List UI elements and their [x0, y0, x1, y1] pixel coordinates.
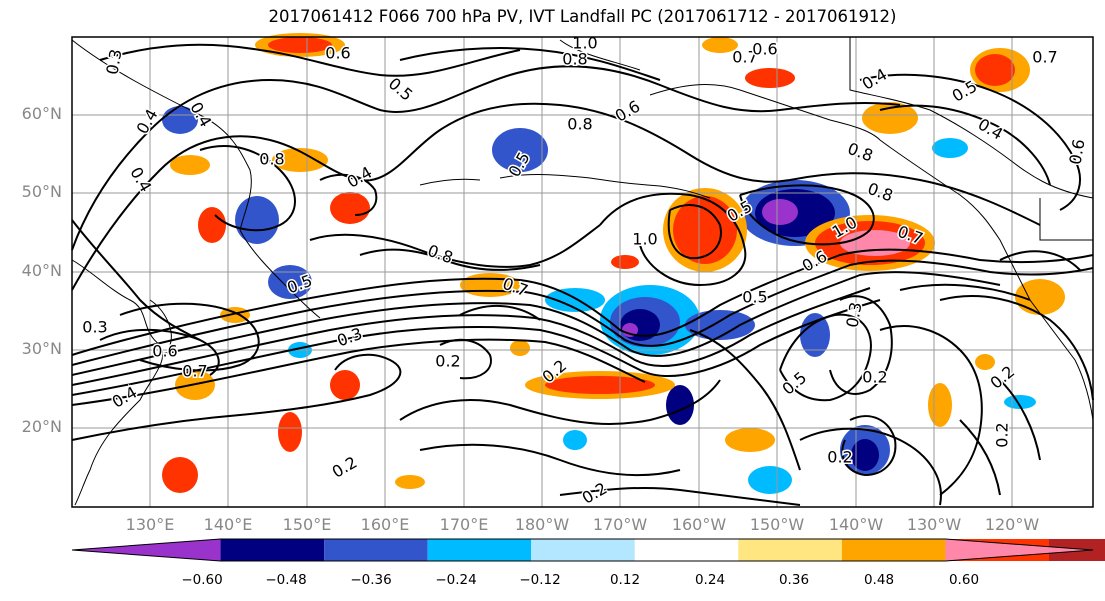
- lon-label: 170°E: [439, 515, 489, 534]
- shading-patch: [272, 148, 328, 172]
- shading-patch: [492, 128, 548, 172]
- colorbar-tick: 0.24: [694, 572, 726, 588]
- colorbar-tick: −0.12: [519, 572, 561, 588]
- contour-label: 0.6: [325, 44, 350, 63]
- contour-label: 1.0: [632, 230, 657, 249]
- shading-patch: [611, 255, 639, 269]
- shading-patch: [330, 370, 360, 400]
- contour-label: 0.8: [562, 50, 587, 69]
- coastlines: [71, 37, 1094, 506]
- colorbar-tick: −0.36: [350, 572, 392, 588]
- colorbar-tick: −0.48: [265, 572, 307, 588]
- contour-label: 0.3: [102, 48, 125, 76]
- lon-label: 160°E: [360, 515, 410, 534]
- lon-label: 130°W: [906, 515, 962, 534]
- colorbar-tick: 0.36: [778, 572, 810, 588]
- map-grid: [72, 37, 1093, 507]
- shading-patch: [545, 376, 655, 394]
- lat-label: 40°N: [21, 261, 62, 280]
- lon-label: 140°E: [203, 515, 253, 534]
- contour-label: 0.2: [827, 448, 852, 467]
- colorbar-segment: [220, 539, 325, 561]
- lat-label: 60°N: [21, 104, 62, 123]
- colorbar-tick: −0.60: [181, 572, 223, 588]
- contour-label: 0.6: [152, 342, 177, 361]
- shading-patch: [748, 466, 792, 494]
- shading-patch: [268, 37, 332, 53]
- colorbar-segment: [324, 539, 428, 561]
- shading-patch: [563, 430, 587, 450]
- shading-patch: [330, 192, 370, 224]
- colorbar-tick: −0.24: [435, 572, 477, 588]
- colorbar-segment: [72, 539, 221, 561]
- shading-patch: [745, 68, 795, 88]
- map-title: 2017061412 F066 700 hPa PV, IVT Landfall…: [268, 7, 897, 26]
- contour-label: 0.6: [752, 40, 777, 59]
- shading-patch: [268, 265, 312, 299]
- lat-label: 50°N: [21, 182, 62, 201]
- colorbar-segment: [427, 539, 532, 561]
- contour-label: 0.5: [742, 288, 767, 307]
- lon-label: 180°W: [514, 515, 570, 534]
- lat-label: 30°N: [21, 339, 62, 358]
- shading-patch: [762, 199, 798, 225]
- colorbar-segment: [531, 539, 635, 561]
- lon-label: 150°E: [282, 515, 332, 534]
- colorbar-segment: [634, 539, 739, 561]
- colorbar-tick: 0.48: [863, 572, 895, 588]
- shading-patch: [510, 340, 530, 356]
- shading-patch: [198, 207, 226, 243]
- shading-patch: [1015, 279, 1065, 315]
- lat-label: 20°N: [21, 417, 62, 436]
- contour-label: 0.2: [993, 422, 1012, 447]
- colorbar-tick: 0.60: [948, 572, 980, 588]
- shading-patch: [395, 475, 425, 489]
- shading-patch: [932, 138, 968, 158]
- shading-patch: [975, 354, 995, 370]
- colorbar-tick: 0.12: [609, 572, 641, 588]
- lon-label: 140°W: [828, 515, 884, 534]
- colorbar: [71, 538, 1105, 562]
- shading-patch: [278, 412, 302, 452]
- map-frame: [71, 36, 1094, 508]
- shading-patch: [851, 439, 879, 471]
- lon-label: 130°E: [125, 515, 175, 534]
- shading-patch: [666, 385, 694, 425]
- contour-label: 0.7: [1032, 48, 1057, 67]
- contour-label: 0.8: [567, 115, 592, 134]
- colorbar-segment: [945, 539, 1093, 561]
- contour-label: 0.7: [182, 362, 207, 381]
- lon-label: 160°W: [671, 515, 727, 534]
- contour-label: 0.2: [862, 368, 887, 387]
- shading-patch: [975, 54, 1015, 86]
- lon-label: 170°W: [592, 515, 648, 534]
- shading-patch: [673, 196, 737, 264]
- contour-label: 0.2: [435, 352, 460, 371]
- ivt-contours: [71, 43, 1094, 506]
- shading-patch: [170, 155, 210, 175]
- colorbar-segment: [841, 539, 946, 561]
- shading-patch: [685, 310, 755, 340]
- lon-label: 150°W: [749, 515, 805, 534]
- shading-patch: [702, 37, 738, 53]
- shading-patch: [862, 102, 918, 134]
- shading-patch: [928, 383, 952, 427]
- shading-patch: [235, 196, 279, 244]
- contour-label: 0.7: [732, 48, 757, 67]
- shading-patch: [162, 457, 198, 493]
- contour-label: 0.3: [82, 318, 107, 337]
- shading-patch: [545, 288, 605, 312]
- colorbar-outline: [71, 538, 1094, 562]
- colorbar-segment: [738, 539, 842, 561]
- shading-patch: [725, 428, 775, 452]
- contour-label: 0.8: [259, 150, 284, 169]
- lon-label: 120°W: [984, 515, 1040, 534]
